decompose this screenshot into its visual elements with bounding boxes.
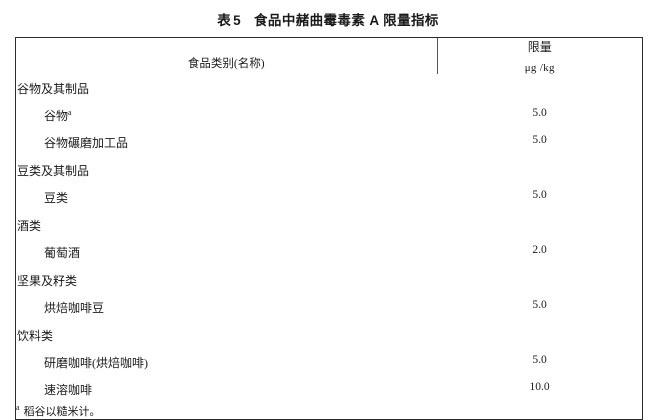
footnote-cell: a 稻谷以糙米计。 (16, 403, 642, 419)
item-name-cell: 谷物a (16, 102, 437, 129)
table-row: 谷物a 5.0 (16, 102, 642, 129)
header-limit-label: 限量 (527, 40, 552, 54)
category-value-cell (437, 211, 642, 239)
item-label: 烘焙咖啡豆 (16, 294, 437, 321)
table-row: 谷物及其制品 (16, 74, 642, 102)
category-label: 豆类及其制品 (17, 164, 90, 178)
item-value-cell: 2.0 (437, 239, 642, 266)
category-name-cell: 谷物及其制品 (16, 74, 437, 102)
item-name-cell: 烘焙咖啡豆 (16, 294, 437, 321)
item-label: 葡萄酒 (16, 239, 437, 266)
item-value-cell: 5.0 (437, 184, 642, 211)
item-name: 谷物 (44, 109, 69, 123)
table-row: 豆类及其制品 (16, 156, 642, 184)
limits-table-frame: 食品类别(名称) 限量 μg /kg 谷物及其制品 谷物a 5.0 谷物碾磨加工品 5.… (15, 37, 643, 420)
item-value: 5.0 (532, 354, 547, 366)
category-value (437, 321, 642, 345)
caption-number: 5 (233, 13, 242, 28)
item-name: 豆类 (44, 191, 69, 205)
item-name-cell: 谷物碾磨加工品 (16, 129, 437, 156)
table-row: 速溶咖啡 10.0 (16, 376, 642, 403)
category-value-cell (437, 321, 642, 349)
header-category-label: 食品类别(名称) (187, 58, 265, 70)
category-value (437, 156, 642, 180)
footnote-mark: a (16, 403, 20, 413)
item-name-cell: 研磨咖啡(烘焙咖啡) (16, 349, 437, 376)
footnote-row: a 稻谷以糙米计。 (16, 403, 642, 419)
caption-title: 食品中赭曲霉毒素 A 限量指标 (254, 13, 439, 28)
table-header-row: 食品类别(名称) 限量 μg /kg (16, 38, 642, 74)
item-name-cell: 豆类 (16, 184, 437, 211)
table-row: 坚果及籽类 (16, 266, 642, 294)
item-value-cell: 5.0 (437, 349, 642, 376)
item-name-cell: 葡萄酒 (16, 239, 437, 266)
header-cell-category: 食品类别(名称) (16, 38, 438, 74)
item-value: 2.0 (532, 244, 547, 256)
item-value: 5.0 (532, 299, 547, 311)
item-name: 烘焙咖啡豆 (44, 301, 105, 315)
table-row: 烘焙咖啡豆 5.0 (16, 294, 642, 321)
category-name-cell: 酒类 (16, 211, 437, 239)
item-value-cell: 5.0 (437, 294, 642, 321)
category-label: 坚果及籽类 (17, 274, 78, 288)
item-name-cell: 速溶咖啡 (16, 376, 437, 403)
item-name: 研磨咖啡(烘焙咖啡) (44, 356, 148, 370)
item-label: 谷物a (16, 102, 437, 129)
table-row: 研磨咖啡(烘焙咖啡) 5.0 (16, 349, 642, 376)
category-name-cell: 豆类及其制品 (16, 156, 437, 184)
table-row: 谷物碾磨加工品 5.0 (16, 129, 642, 156)
item-value: 5.0 (532, 189, 547, 201)
item-label: 豆类 (16, 184, 437, 211)
limits-table: 食品类别(名称) 限量 μg /kg 谷物及其制品 谷物a 5.0 谷物碾磨加工品 5.… (16, 38, 642, 419)
item-value: 5.0 (532, 107, 547, 119)
table-row: 豆类 5.0 (16, 184, 642, 211)
category-value-cell (437, 266, 642, 294)
category-value-cell (437, 156, 642, 184)
item-name: 速溶咖啡 (44, 383, 93, 397)
table-row: 饮料类 (16, 321, 642, 349)
header-cell-limit: 限量 μg /kg (437, 38, 642, 74)
category-value (437, 211, 642, 235)
table-row: 酒类 (16, 211, 642, 239)
footnote-marker: a (68, 108, 72, 117)
header-limit-unit: μg /kg (524, 62, 555, 74)
item-name: 谷物碾磨加工品 (44, 136, 129, 150)
caption-label: 表 (217, 13, 232, 28)
item-value: 10.0 (529, 381, 550, 393)
item-value-cell: 5.0 (437, 129, 642, 156)
category-label: 谷物及其制品 (17, 82, 90, 96)
item-label: 研磨咖啡(烘焙咖啡) (16, 349, 437, 376)
item-value: 5.0 (532, 134, 547, 146)
category-name-cell: 饮料类 (16, 321, 437, 349)
item-value-cell: 10.0 (437, 376, 642, 403)
item-value-cell: 5.0 (437, 102, 642, 129)
category-value-cell (437, 74, 642, 102)
footnote-text: 稻谷以糙米计。 (23, 406, 101, 418)
category-value (437, 266, 642, 290)
table-caption: 表 5 食品中赭曲霉毒素 A 限量指标 (0, 0, 656, 40)
category-label: 酒类 (17, 219, 42, 233)
category-value (437, 74, 642, 98)
category-label: 饮料类 (17, 329, 54, 343)
item-label: 速溶咖啡 (16, 376, 437, 403)
item-label: 谷物碾磨加工品 (16, 129, 437, 156)
table-row: 葡萄酒 2.0 (16, 239, 642, 266)
item-name: 葡萄酒 (44, 246, 81, 260)
table-body: 食品类别(名称) 限量 μg /kg 谷物及其制品 谷物a 5.0 谷物碾磨加工品 5.… (16, 38, 642, 419)
category-name-cell: 坚果及籽类 (16, 266, 437, 294)
